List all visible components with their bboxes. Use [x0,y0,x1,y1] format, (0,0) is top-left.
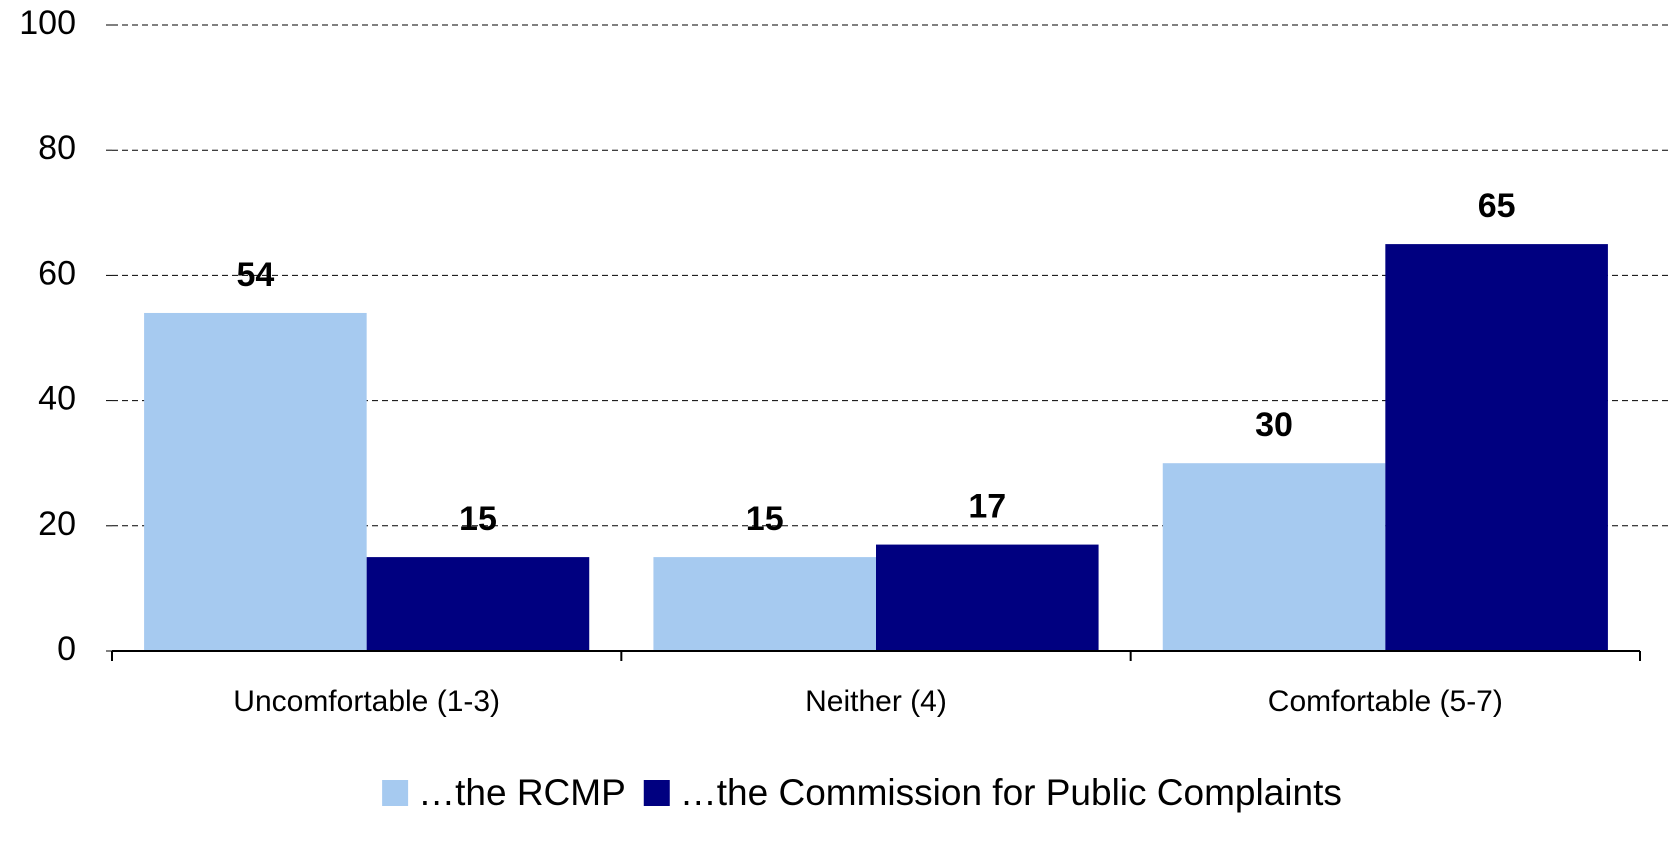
x-tick-label: Comfortable (5-7) [1268,685,1503,718]
bar [1162,463,1386,651]
value-label: 15 [459,500,497,538]
value-label: 54 [236,256,274,294]
value-label: 15 [746,500,784,538]
x-tick-label: Uncomfortable (1-3) [233,685,500,718]
y-tick-label: 20 [38,505,76,543]
value-label: 17 [968,488,1006,526]
y-tick-label: 40 [38,380,76,418]
bar [1385,244,1608,651]
value-label: 65 [1478,187,1516,225]
y-tick-label: 60 [38,254,76,292]
legend-item: …the Commission for Public Complaints [643,772,1342,813]
legend-item: …the RCMP [382,772,626,813]
legend-label: …the RCMP [418,772,626,813]
value-label: 30 [1255,406,1293,444]
x-tick-label: Neither (4) [805,685,947,718]
bar [653,557,876,651]
bar [876,544,1099,651]
y-tick-label: 100 [19,4,76,42]
legend-label: …the Commission for Public Complaints [680,772,1342,813]
y-tick-label: 80 [38,129,76,167]
legend-swatch [643,780,670,806]
y-tick-label: 0 [57,630,76,668]
bar [144,312,367,651]
legend-swatch [382,780,409,806]
bar [366,557,590,651]
